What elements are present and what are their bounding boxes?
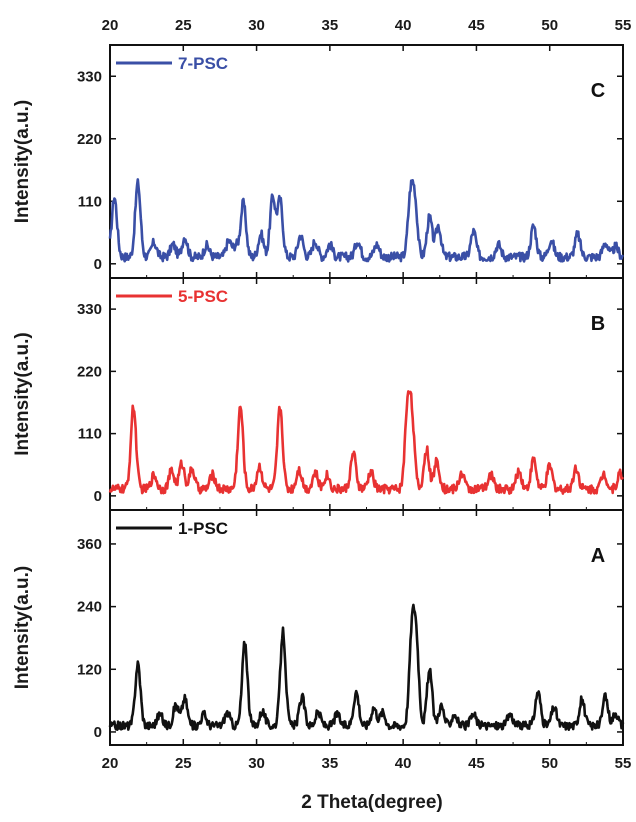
panel-b: 0 110 220 330 Intensity(a.u.) 5-PSC B xyxy=(12,277,625,511)
series-line-7-psc xyxy=(108,178,625,263)
y-tick-label: 220 xyxy=(77,131,102,148)
x-tick-label: 40 xyxy=(395,755,412,772)
y-tick-label: 120 xyxy=(77,661,102,678)
panel-letter: C xyxy=(591,80,605,102)
x-axis-title: 2 Theta(degree) xyxy=(301,792,442,813)
legend-label: 5-PSC xyxy=(178,287,228,306)
y-tick-label: 0 xyxy=(94,724,102,741)
panel-c: 0 110 220 330 Intensity(a.u.) 7-PSC C xyxy=(12,44,625,279)
top-x-tick-label: 30 xyxy=(248,17,265,34)
top-x-tick-label: 25 xyxy=(175,17,192,34)
panel-a: 0 120 240 360 Intensity(a.u.) 1-PSC A xyxy=(12,509,625,746)
legend-label: 7-PSC xyxy=(178,54,228,73)
top-x-tick-label: 50 xyxy=(541,17,558,34)
panel-letter: B xyxy=(591,313,605,335)
y-tick-label: 0 xyxy=(94,488,102,505)
top-x-tick-label: 20 xyxy=(102,17,119,34)
top-x-tick-label: 45 xyxy=(468,17,485,34)
top-x-tick-label: 35 xyxy=(322,17,339,34)
legend-label: 1-PSC xyxy=(178,519,228,538)
y-tick-label: 240 xyxy=(77,599,102,616)
x-tick-label: 35 xyxy=(322,755,339,772)
y-tick-label: 330 xyxy=(77,301,102,318)
x-tick-label: 45 xyxy=(468,755,485,772)
series-line-5-psc xyxy=(108,390,625,495)
y-axis-title: Intensity(a.u.) xyxy=(12,332,33,456)
y-tick-label: 330 xyxy=(77,68,102,85)
panel-letter: A xyxy=(591,545,605,567)
bottom-x-axis: 20 25 30 35 40 45 50 55 xyxy=(102,755,632,772)
y-axis-title: Intensity(a.u.) xyxy=(12,100,33,224)
y-tick-label: 220 xyxy=(77,363,102,380)
x-tick-label: 30 xyxy=(248,755,265,772)
panels: 0 110 220 330 Intensity(a.u.) 7-PSC C 0 110 220 33… xyxy=(12,44,625,746)
top-x-axis: 20 25 30 35 40 45 50 55 xyxy=(102,17,632,34)
x-tick-label: 50 xyxy=(541,755,558,772)
x-tick-label: 25 xyxy=(175,755,192,772)
series-line-1-psc xyxy=(108,603,625,732)
y-tick-label: 110 xyxy=(78,426,102,443)
x-tick-label: 20 xyxy=(102,755,119,772)
top-x-tick-label: 55 xyxy=(615,17,632,34)
y-tick-label: 110 xyxy=(78,193,102,210)
y-axis-title: Intensity(a.u.) xyxy=(12,566,33,690)
y-tick-label: 0 xyxy=(94,256,102,273)
top-x-tick-label: 40 xyxy=(395,17,412,34)
x-tick-label: 55 xyxy=(615,755,632,772)
y-tick-label: 360 xyxy=(77,536,102,553)
